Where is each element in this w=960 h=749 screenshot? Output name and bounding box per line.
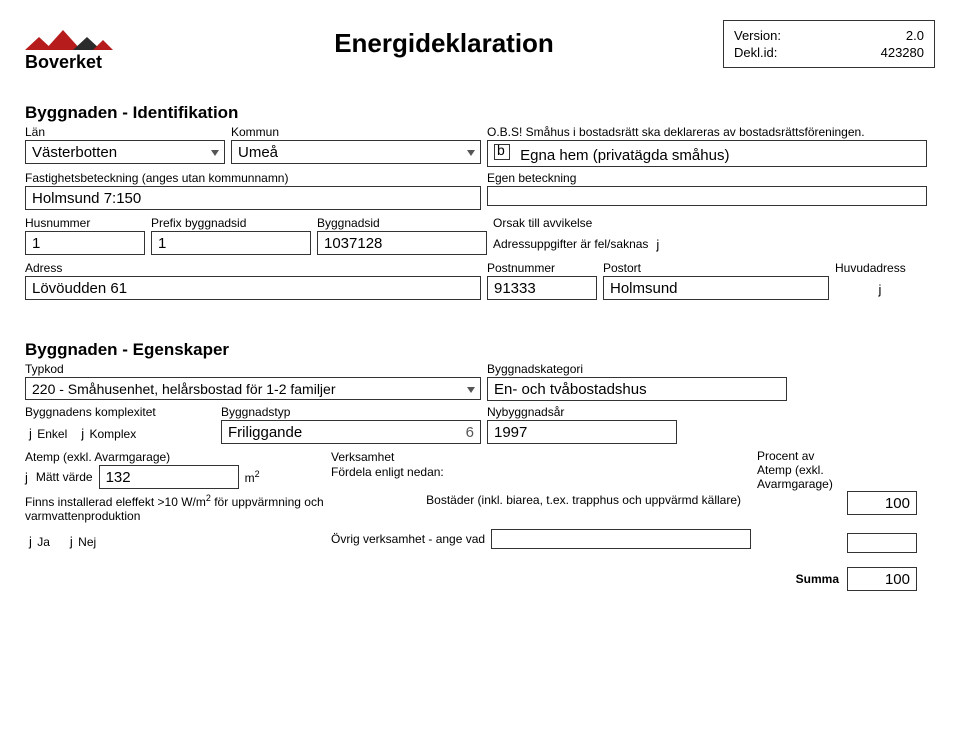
ovrig-input[interactable] [491,529,751,549]
bostader-text: Bostäder (inkl. biarea, t.ex. trapphus o… [331,493,751,507]
orsak-label: Orsak till avvikelse [493,216,933,230]
nej-label: Nej [78,535,96,549]
lan-select[interactable]: Västerbotten [25,140,225,164]
egen-label: Egen beteckning [487,171,927,185]
fordela-label: Fördela enligt nedan: [331,465,751,479]
ovrig-label: Övrig verksamhet - ange vad [331,532,485,546]
summa-label: Summa [796,572,839,586]
adress-input[interactable]: Lövöudden 61 [25,276,481,300]
kommun-select[interactable]: Umeå [231,140,481,164]
lan-value: Västerbotten [32,144,117,161]
matt-label: Mätt värde [36,470,93,484]
typkod-value: 220 - Småhusenhet, helårsbostad för 1-2 … [32,381,336,397]
btyp-label: Byggnadstyp [221,405,481,419]
enkel-radio[interactable]: j [29,426,32,441]
version-label: Version: [734,27,833,44]
kommun-value: Umeå [238,144,278,161]
lan-label: Län [25,125,225,139]
header: Boverket Energideklaration Version: 2.0 … [25,20,935,73]
obs-text: O.B.S! Småhus i bostadsrätt ska deklarer… [487,125,927,139]
egna-hem-label: Egna hem (privatägda småhus) [520,147,729,164]
postort-label: Postort [603,261,829,275]
dekl-value: 423280 [833,44,924,61]
bygid-label: Byggnadsid [317,216,487,230]
bkat-value: En- och tvåbostadshus [487,377,787,401]
postnr-label: Postnummer [487,261,597,275]
adress-label: Adress [25,261,481,275]
section-eg-title: Byggnaden - Egenskaper [25,340,935,360]
fastig-input[interactable]: Holmsund 7:150 [25,186,481,210]
prefix-input[interactable]: 1 [151,231,311,255]
avvik-row: Adressuppgifter är fel/saknas j [493,231,933,257]
btyp-dd-num: 6 [466,424,474,441]
avvik-radio[interactable]: j [656,237,659,252]
btyp-select[interactable]: Friliggande 6 [221,420,481,444]
prefix-label: Prefix byggnadsid [151,216,311,230]
logo: Boverket [25,20,165,73]
komplex-label: Byggnadens komplexitet [25,405,215,419]
logo-text: Boverket [25,52,165,73]
egna-hem-box: Egna hem (privatägda småhus) [487,140,927,167]
meta-box: Version: 2.0 Dekl.id: 423280 [723,20,935,68]
version-value: 2.0 [833,27,924,44]
dekl-label: Dekl.id: [734,44,833,61]
ja-radio[interactable]: j [29,534,32,549]
procent-bostader[interactable]: 100 [847,491,917,515]
postnr-input[interactable]: 91333 [487,276,597,300]
procent-ovrig[interactable] [847,533,917,553]
btyp-value: Friliggande [228,424,302,441]
fastig-label: Fastighetsbeteckning (anges utan kommunn… [25,171,481,185]
nej-radio[interactable]: j [70,534,73,549]
enkel-label: Enkel [37,427,67,441]
kommun-label: Kommun [231,125,481,139]
page-title: Energideklaration [165,20,723,59]
procent-label: Procent av Atemp (exkl. Avarmgarage) [757,450,917,491]
atemp-label: Atemp (exkl. Avarmgarage) [25,450,325,464]
eleffekt-text: Finns installerad eleffekt >10 W/m2 för … [25,493,325,524]
summa-value: 100 [847,567,917,591]
husnr-input[interactable]: 1 [25,231,145,255]
nyar-label: Nybyggnadsår [487,405,677,419]
huvud-radio[interactable]: j [879,282,882,297]
bygid-input[interactable]: 1037128 [317,231,487,255]
section-id-title: Byggnaden - Identifikation [25,103,935,123]
matt-input[interactable]: 132 [99,465,239,489]
huvud-label: Huvudadress [835,261,927,275]
egen-input[interactable] [487,186,927,206]
typkod-select[interactable]: 220 - Småhusenhet, helårsbostad för 1-2 … [25,377,481,400]
avvik-text: Adressuppgifter är fel/saknas [493,237,648,251]
postort-input[interactable]: Holmsund [603,276,829,300]
egna-hem-checkbox[interactable] [494,144,510,160]
husnr-label: Husnummer [25,216,145,230]
verksamhet-label: Verksamhet [331,450,751,464]
komplex-opt-label: Komplex [90,427,137,441]
m2-unit: m2 [245,469,260,485]
komplex-radio[interactable]: j [81,426,84,441]
typkod-label: Typkod [25,362,481,376]
ja-label: Ja [37,535,50,549]
nyar-input[interactable]: 1997 [487,420,677,444]
matt-radio[interactable]: j [25,470,28,485]
bkat-label: Byggnadskategori [487,362,787,376]
